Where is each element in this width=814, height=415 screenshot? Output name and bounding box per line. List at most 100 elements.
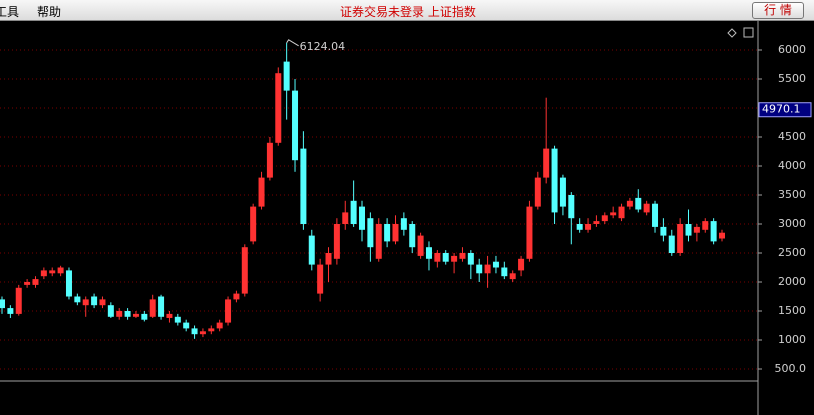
candle-body bbox=[91, 296, 98, 306]
candle-body bbox=[367, 218, 374, 248]
candle-body bbox=[292, 90, 299, 161]
candle-body bbox=[141, 313, 148, 320]
candle-body bbox=[568, 195, 575, 219]
candle-body bbox=[484, 264, 491, 274]
candle-body bbox=[233, 293, 240, 300]
candle-body bbox=[392, 224, 399, 242]
cursor-label: 4970.1 bbox=[762, 103, 801, 116]
candle-body bbox=[551, 148, 558, 213]
candle-body bbox=[258, 177, 265, 207]
candle-body bbox=[225, 299, 232, 323]
status-text: 证券交易未登录 上证指数 bbox=[340, 5, 476, 19]
candle-body bbox=[199, 331, 206, 335]
candle-body bbox=[158, 296, 165, 317]
candle-body bbox=[375, 224, 382, 259]
y-tick-label: 2500 bbox=[778, 246, 806, 259]
candle-body bbox=[183, 322, 190, 329]
y-tick-label: 3000 bbox=[778, 217, 806, 230]
candle-body bbox=[501, 267, 508, 277]
candle-body bbox=[601, 215, 608, 222]
candle-body bbox=[166, 313, 173, 318]
quote-button[interactable]: 行 情 bbox=[752, 2, 804, 19]
candle-body bbox=[442, 253, 449, 262]
candle-body bbox=[610, 212, 617, 216]
candle-body bbox=[174, 316, 181, 323]
candle-body bbox=[677, 224, 684, 254]
candle-body bbox=[409, 224, 416, 248]
peak-label: 6124.04 bbox=[300, 40, 346, 53]
candle-body bbox=[417, 235, 424, 256]
candle-body bbox=[350, 200, 357, 225]
candle-body bbox=[710, 221, 717, 242]
menu-item[interactable]: 工具 bbox=[0, 5, 20, 19]
candle-body bbox=[685, 224, 692, 236]
candle-body bbox=[509, 273, 516, 280]
candle-body bbox=[24, 281, 31, 285]
candle-body bbox=[652, 203, 659, 227]
y-tick-label: 2000 bbox=[778, 275, 806, 288]
candle-body bbox=[459, 253, 466, 259]
icon[interactable] bbox=[727, 28, 737, 38]
candle-body bbox=[191, 328, 198, 335]
candle-body bbox=[7, 308, 14, 314]
candle-body bbox=[643, 203, 650, 213]
candle-body bbox=[543, 148, 550, 178]
candle-body bbox=[593, 221, 600, 225]
candle-body bbox=[317, 264, 324, 294]
candle-body bbox=[342, 212, 349, 225]
candle-body bbox=[250, 206, 257, 242]
cursor-box bbox=[758, 102, 812, 118]
candle-body bbox=[425, 247, 432, 259]
candle-body bbox=[275, 73, 282, 143]
menu-bar: 工具 帮助 证券交易未登录 上证指数 行 情 bbox=[0, 0, 814, 21]
candle-body bbox=[32, 279, 39, 285]
candle-body bbox=[693, 226, 700, 233]
candle-body bbox=[534, 177, 541, 207]
candle-body bbox=[660, 226, 667, 236]
candle-body bbox=[241, 247, 248, 294]
menu-item[interactable]: 帮助 bbox=[37, 5, 62, 19]
y-tick-label: 3500 bbox=[778, 188, 806, 201]
candle-body bbox=[300, 148, 307, 225]
candle-body bbox=[266, 142, 273, 178]
candle-body bbox=[74, 296, 81, 303]
candle-body bbox=[325, 253, 332, 265]
candle-body bbox=[65, 270, 72, 297]
candle-body bbox=[333, 224, 340, 259]
y-tick-label: 1000 bbox=[778, 333, 806, 346]
candle-body bbox=[124, 310, 131, 317]
candle-body bbox=[576, 224, 583, 230]
peak-pointer bbox=[286, 39, 299, 47]
candle-body bbox=[107, 305, 114, 317]
y-tick-label: 5500 bbox=[778, 72, 806, 85]
candle-body bbox=[492, 261, 499, 268]
candle-body bbox=[451, 255, 458, 262]
candle-body bbox=[618, 206, 625, 219]
candle-body bbox=[283, 61, 290, 91]
candle-body bbox=[668, 235, 675, 254]
candle-body bbox=[0, 299, 5, 309]
candle-body bbox=[518, 258, 525, 271]
candle-body bbox=[216, 322, 223, 329]
candle-body bbox=[400, 218, 407, 230]
candle-body bbox=[99, 299, 106, 306]
candle-body bbox=[719, 232, 725, 239]
chart: 500.010001500200025003000350040004500500… bbox=[0, 21, 812, 415]
y-tick-label: 1500 bbox=[778, 304, 806, 317]
candle-body bbox=[15, 287, 22, 314]
candle-body bbox=[208, 328, 215, 332]
candle-body bbox=[526, 206, 533, 259]
candle-body bbox=[116, 310, 123, 317]
y-tick-label: 500.0 bbox=[775, 362, 807, 375]
y-tick-label: 4000 bbox=[778, 159, 806, 172]
candle-body bbox=[132, 313, 139, 317]
candle-body bbox=[359, 206, 365, 230]
candle-body bbox=[149, 299, 156, 317]
y-tick-label: 6000 bbox=[778, 43, 806, 56]
candle-body bbox=[82, 299, 89, 306]
candle-body bbox=[40, 270, 47, 277]
icon[interactable] bbox=[743, 27, 754, 38]
candle-body bbox=[467, 253, 474, 265]
candle-body bbox=[384, 224, 391, 242]
